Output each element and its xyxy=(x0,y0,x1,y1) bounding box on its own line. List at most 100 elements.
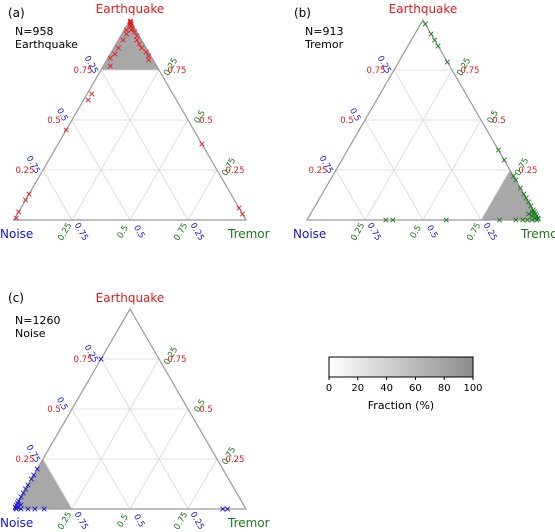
triangle-border xyxy=(12,307,248,510)
tick-label-earthquake: 0.5 xyxy=(47,116,61,126)
data-point xyxy=(14,504,21,510)
colorbar-tick-label: 20 xyxy=(351,383,364,394)
tick-label-noise: 0.75 xyxy=(365,221,383,242)
panel-b: (b) N=913 Tremor Earthquake Noise Tremor 0.… xyxy=(293,2,555,243)
density-region xyxy=(101,20,159,70)
tick-label-earthquake: 0.75 xyxy=(461,66,480,76)
tick-label-tremor: 0.5 xyxy=(116,224,131,241)
data-point xyxy=(120,37,126,43)
data-point xyxy=(443,217,449,223)
grid-line xyxy=(71,358,160,510)
vertex-label-tremor: Tremor xyxy=(227,516,270,530)
grid-line xyxy=(335,169,366,221)
tick-label-earthquake: 0.5 xyxy=(340,116,354,126)
tick-label-earthquake: 0.75 xyxy=(168,355,187,365)
tick-label-earthquake: 0.25 xyxy=(226,166,245,176)
grid-line xyxy=(480,169,511,221)
tick-label-noise: 0.5 xyxy=(131,224,146,241)
data-point xyxy=(532,215,539,221)
data-point xyxy=(199,141,205,147)
data-point xyxy=(115,45,122,51)
tick-label-noise: 0.25 xyxy=(188,221,206,242)
tick-label-noise: 0.25 xyxy=(188,510,206,531)
data-point xyxy=(524,217,531,223)
grid-line xyxy=(129,408,189,510)
data-point xyxy=(435,43,441,49)
colorbar: 0 20 40 60 80 100 Fraction (%) xyxy=(326,356,483,412)
tick-label-earthquake: 0.25 xyxy=(226,455,245,465)
tick-label-noise: 0.5 xyxy=(424,224,439,241)
data-point xyxy=(236,205,242,211)
data-point xyxy=(520,217,526,223)
tick-label-earthquake: 0.5 xyxy=(492,116,506,126)
data-point xyxy=(239,211,246,217)
grid-line xyxy=(364,119,424,221)
data-point xyxy=(495,147,502,153)
data-point xyxy=(123,27,130,33)
data-point xyxy=(13,215,19,221)
tick-label-earthquake: 0.5 xyxy=(199,116,213,126)
data-point xyxy=(523,195,529,201)
vertex-label-tremor: Tremor xyxy=(227,227,270,241)
tick-label-tremor: 0.25 xyxy=(349,221,367,242)
panel-a: (a) N=958 Earthquake Earthquake Noise Trem… xyxy=(0,2,270,243)
data-point xyxy=(383,217,389,223)
grid-line xyxy=(71,119,131,221)
data-point xyxy=(128,27,134,33)
vertex-label-noise: Noise xyxy=(0,516,33,530)
triangle-border xyxy=(305,18,541,221)
tick-label-noise: 0.5 xyxy=(131,513,146,530)
data-point xyxy=(34,466,40,472)
panel-label: (c) xyxy=(8,291,24,305)
panel-c: (c) N=1260 Noise Earthquake Noise Tremor 0.… xyxy=(0,291,270,532)
data-point xyxy=(16,209,22,215)
data-point xyxy=(22,486,29,492)
colorbar-tick-label: 0 xyxy=(326,383,332,394)
tick-label-tremor: 0.5 xyxy=(409,224,424,241)
tick-label-earthquake: 0.75 xyxy=(367,66,386,76)
grid-line xyxy=(393,69,482,221)
data-point xyxy=(123,31,130,37)
data-point xyxy=(501,157,507,163)
class-label: Noise xyxy=(15,327,46,340)
data-point xyxy=(428,31,434,37)
data-point xyxy=(143,49,149,55)
data-point xyxy=(41,506,47,512)
class-label: Earthquake xyxy=(15,38,78,51)
data-point xyxy=(390,217,396,223)
vertex-label-noise: Noise xyxy=(293,227,326,241)
grid-line xyxy=(71,69,160,221)
data-point xyxy=(510,173,517,179)
data-point xyxy=(134,33,140,39)
data-point xyxy=(31,472,37,478)
tick-label-earthquake: 0.5 xyxy=(47,405,61,415)
data-point xyxy=(18,502,24,508)
tick-label-earthquake: 0.75 xyxy=(74,355,93,365)
data-point xyxy=(136,41,142,47)
grid-line xyxy=(42,458,73,510)
data-point xyxy=(513,217,519,223)
density-region xyxy=(14,459,72,509)
data-point xyxy=(107,55,113,61)
tick-label-earthquake: 0.25 xyxy=(16,166,35,176)
data-point xyxy=(98,356,104,362)
colorbar-tick-label: 60 xyxy=(409,383,422,394)
grid-line xyxy=(42,169,73,221)
data-point xyxy=(25,482,31,488)
tick-label-earthquake: 0.5 xyxy=(199,405,213,415)
data-point xyxy=(528,203,534,209)
data-point xyxy=(422,21,428,27)
grid-line xyxy=(187,458,218,510)
tick-label-tremor: 0.25 xyxy=(56,510,74,531)
data-point xyxy=(85,97,91,103)
data-point xyxy=(529,217,535,223)
tick-label-earthquake: 0.75 xyxy=(168,66,187,76)
data-point xyxy=(25,506,31,512)
data-point xyxy=(32,506,38,512)
triangle-border xyxy=(12,18,248,221)
count-label: N=1260 xyxy=(15,314,60,327)
data-point xyxy=(145,57,152,63)
data-point xyxy=(529,213,535,219)
data-point xyxy=(220,506,226,512)
count-label: N=913 xyxy=(305,25,343,38)
